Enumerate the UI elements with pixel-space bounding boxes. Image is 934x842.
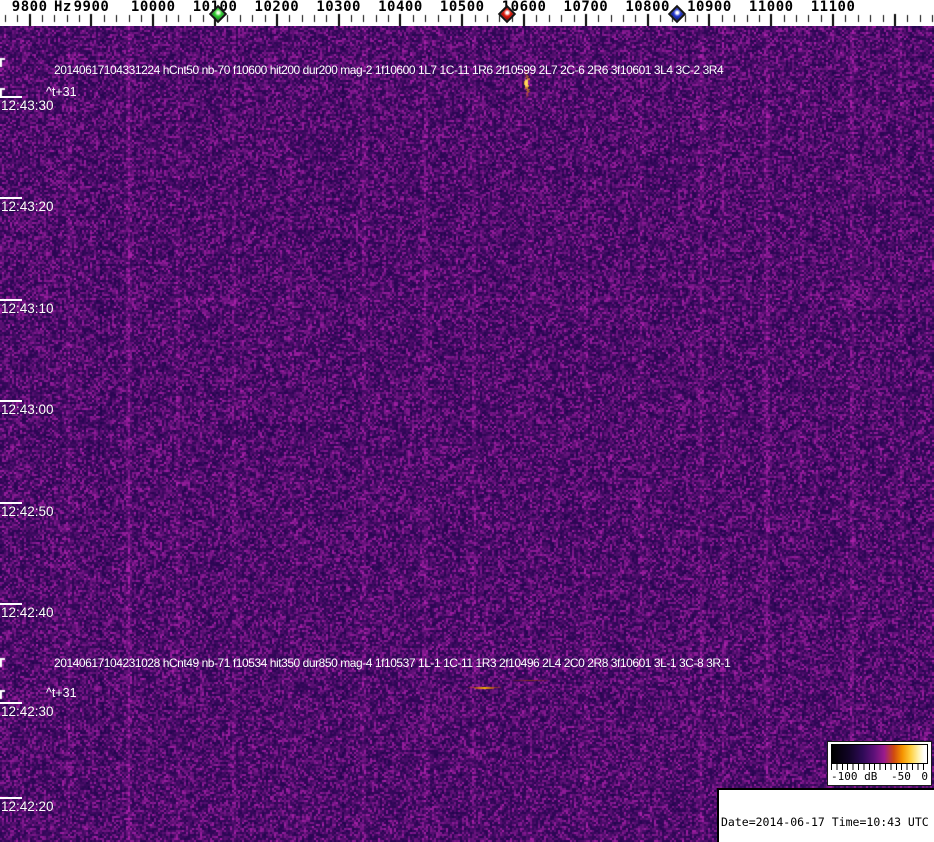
frequency-tick-label: 10200: [254, 0, 300, 15]
frequency-tick-label: 10500: [439, 0, 485, 15]
time-tick: [0, 96, 22, 98]
frequency-tick-label: 10700: [563, 0, 609, 15]
info-box: Date=2014-06-17 Time=10:43 UTC Freq=143 …: [717, 788, 934, 842]
frequency-tick-label: 10400: [378, 0, 423, 15]
meteor-event-time-offset: ^t+31: [46, 686, 77, 700]
time-tick: [0, 299, 22, 301]
time-tick: [0, 702, 22, 704]
frequency-tick-label: 9900: [73, 0, 110, 15]
frequency-unit-label: Hz: [54, 0, 72, 15]
spectrogram-canvas: [0, 26, 934, 842]
meteor-event-time-offset: ^t+31: [46, 85, 77, 99]
color-scale-min-label: -100 dB: [831, 770, 878, 783]
time-label: 12:42:20: [1, 799, 54, 814]
time-label: 12:43:00: [1, 402, 54, 417]
frequency-tick-label: 10900: [687, 0, 732, 15]
info-date-time: Date=2014-06-17 Time=10:43 UTC: [721, 815, 929, 829]
time-label: 12:43:30: [1, 98, 54, 113]
meteor-event-detail: 20140617104331224 hCnt50 nb-70 f10600 hi…: [54, 63, 724, 77]
time-tick: [0, 797, 22, 799]
frequency-tick-label: 10000: [130, 0, 176, 15]
time-tick: [0, 603, 22, 605]
frequency-tick-label: 11100: [810, 0, 856, 15]
meteor-event-detail: 20140617104231028 hCnt49 nb-71 f10534 hi…: [54, 656, 731, 670]
time-label: 12:42:30: [1, 704, 54, 719]
time-label: 12:43:20: [1, 199, 54, 214]
time-label: 12:42:50: [1, 504, 54, 519]
time-label: 12:42:40: [1, 605, 54, 620]
frequency-tick-label: 9800: [11, 0, 48, 15]
frequency-tick-label: 10300: [316, 0, 361, 15]
frequency-ruler-ticks: [0, 0, 934, 26]
frequency-ruler: Hz 9800990010000101001020010300104001050…: [0, 0, 934, 26]
color-scale-ticks: [831, 764, 928, 770]
color-scale-labels: -100 dB -50 0: [831, 770, 928, 783]
time-tick: [0, 400, 22, 402]
time-tick: [0, 502, 22, 504]
color-scale-gradient: [831, 744, 928, 764]
color-scale-legend: -100 dB -50 0: [827, 741, 932, 786]
color-scale-max-label: 0: [921, 770, 928, 783]
frequency-tick-label: 11000: [748, 0, 794, 15]
color-scale-mid-label: -50: [891, 770, 911, 783]
time-label: 12:43:10: [1, 301, 54, 316]
frequency-tick-label: 10800: [625, 0, 670, 15]
time-tick: [0, 197, 22, 199]
